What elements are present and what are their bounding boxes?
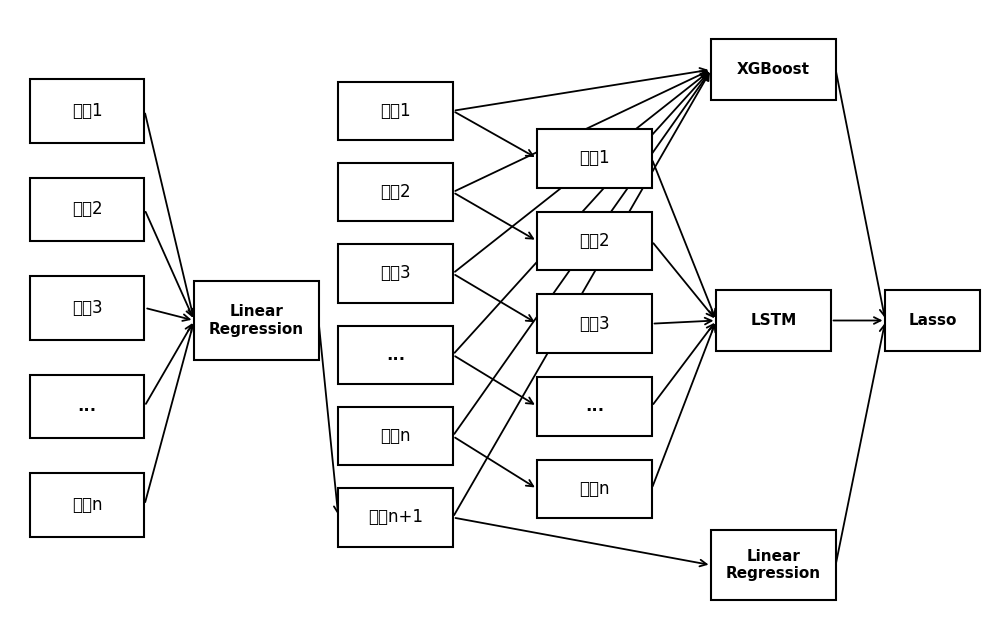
Text: 特征n: 特征n — [579, 480, 610, 498]
Bar — [537, 129, 652, 188]
Text: 特征2: 特征2 — [579, 232, 610, 250]
Bar — [537, 294, 652, 353]
Text: 特征1: 特征1 — [380, 102, 411, 120]
Bar — [716, 290, 831, 351]
Bar — [30, 374, 144, 438]
Text: Linear
Regression: Linear Regression — [726, 549, 821, 581]
Text: 特征1: 特征1 — [579, 149, 610, 167]
Text: ...: ... — [585, 397, 604, 415]
Bar — [338, 488, 453, 547]
Text: LSTM: LSTM — [750, 313, 797, 328]
Bar — [338, 244, 453, 303]
Text: 特征1: 特征1 — [72, 102, 103, 120]
Text: 特征2: 特征2 — [72, 200, 103, 219]
Bar — [194, 281, 319, 360]
Bar — [537, 212, 652, 271]
Text: XGBoost: XGBoost — [737, 62, 810, 77]
Bar — [30, 473, 144, 537]
Bar — [711, 39, 836, 100]
Bar — [338, 81, 453, 140]
Text: ...: ... — [78, 397, 97, 415]
Text: 特征n: 特征n — [72, 495, 103, 514]
Text: 特征n+1: 特征n+1 — [368, 508, 423, 526]
Bar — [338, 163, 453, 221]
Text: 特征2: 特征2 — [380, 183, 411, 201]
Bar — [338, 407, 453, 465]
Text: Linear
Regression: Linear Regression — [209, 304, 304, 337]
Bar — [30, 79, 144, 142]
Bar — [30, 276, 144, 340]
Text: ...: ... — [386, 345, 405, 364]
Text: 特征3: 特征3 — [380, 265, 411, 283]
Bar — [885, 290, 980, 351]
Bar — [711, 530, 836, 600]
Bar — [30, 178, 144, 241]
Text: Lasso: Lasso — [908, 313, 957, 328]
Bar — [537, 377, 652, 435]
Text: 特征3: 特征3 — [72, 299, 103, 317]
Text: 特征n: 特征n — [380, 427, 411, 445]
Text: 特征3: 特征3 — [579, 315, 610, 333]
Bar — [537, 460, 652, 518]
Bar — [338, 326, 453, 384]
